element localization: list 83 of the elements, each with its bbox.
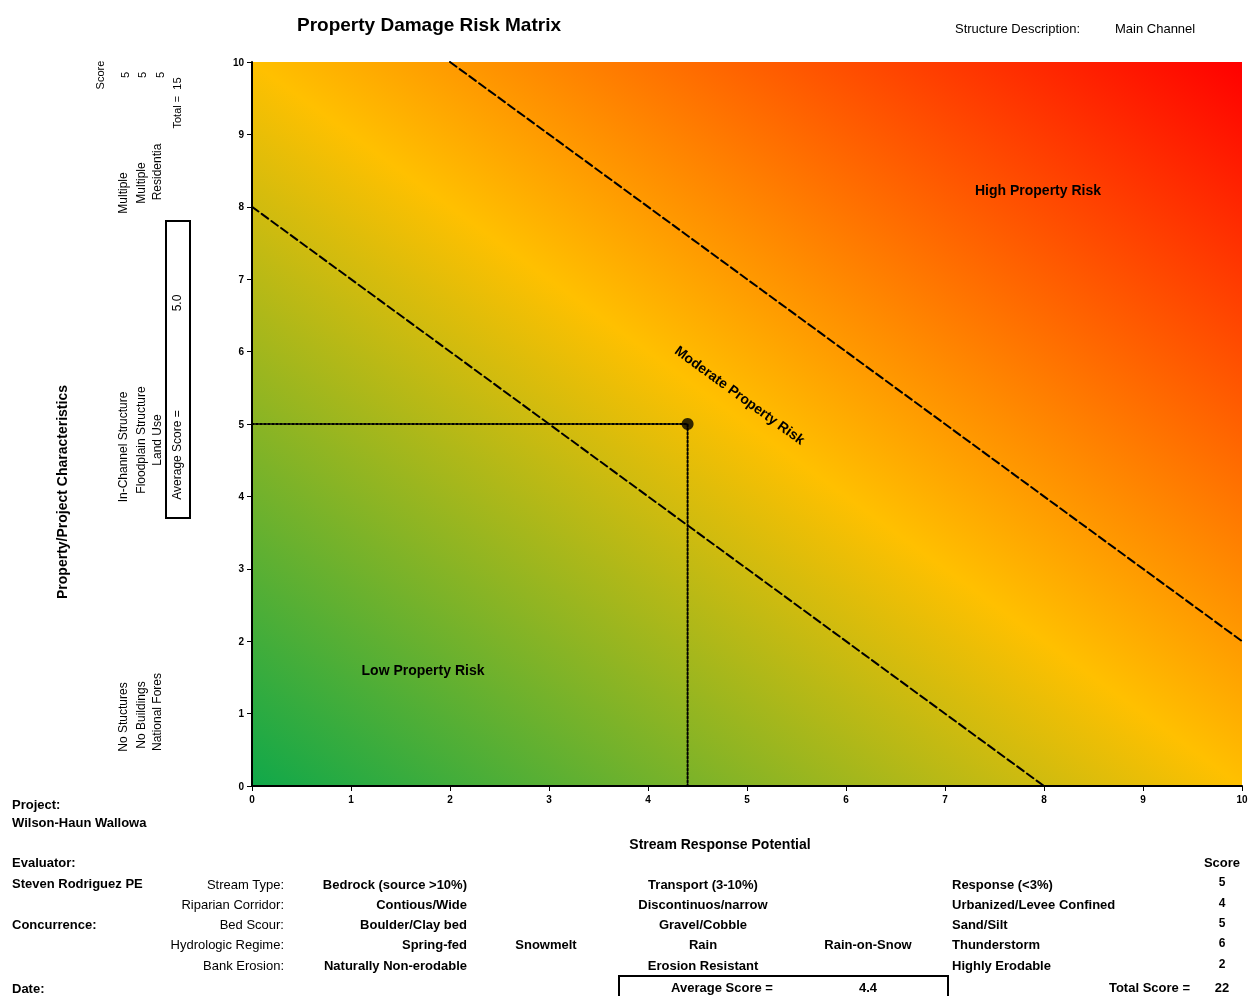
text: Bedrock (source >10%) (322, 876, 467, 892)
y-tick-label: 2 (238, 635, 245, 647)
y-tick-label: 7 (238, 273, 245, 285)
text: Multiple (134, 162, 148, 204)
text: Rain (688, 936, 718, 952)
text: Date: (12, 980, 45, 996)
text: In-Channel Structure (116, 391, 130, 503)
text: 6 (1218, 936, 1226, 950)
y-tick-label: 1 (238, 708, 245, 720)
x-tick-label: 7 (942, 793, 949, 805)
y-tick-label: 3 (238, 563, 245, 575)
text: 5 (154, 71, 166, 79)
y-tick-label: 5 (238, 418, 245, 430)
text: Multiple (116, 172, 130, 214)
text: No Buildings (134, 681, 148, 749)
text: Average Score = (671, 979, 774, 995)
x-tick-label: 9 (1140, 793, 1147, 805)
text: Gravel/Cobble (658, 916, 748, 932)
text: Residentia (150, 143, 164, 201)
text: National Fores (150, 672, 164, 752)
text: Response (<3%) (952, 876, 1053, 892)
y-tick-label: 0 (238, 780, 245, 792)
text: 5.0 (170, 294, 184, 312)
annotation: High Property Risk (974, 182, 1102, 198)
text: Highly Erodable (952, 957, 1051, 973)
text: Total = 15 (171, 77, 183, 129)
text: 2 (1218, 957, 1226, 971)
text: Boulder/Clay bed (360, 916, 468, 932)
text: Wilson-Haun Wallowa (12, 814, 148, 830)
text: Property/Project Characteristics (54, 384, 70, 599)
x-tick-label: 3 (546, 793, 553, 805)
text: 5 (1218, 916, 1226, 930)
text: 5 (1218, 875, 1226, 889)
x-tick-label: 6 (843, 793, 850, 805)
x-tick-label: 10 (1236, 793, 1248, 805)
text: Total Score = (1108, 979, 1191, 995)
text: Spring-fed (402, 936, 468, 952)
x-tick-label: 0 (249, 793, 256, 805)
y-tick-label: 9 (238, 128, 245, 140)
y-tick-label: 4 (238, 490, 245, 502)
x-tick-label: 2 (447, 793, 454, 805)
text: Land Use (150, 413, 164, 466)
text: Bed Scour: (219, 916, 284, 932)
y-tick-label: 8 (238, 201, 245, 213)
text: Transport (3-10%) (648, 876, 758, 892)
text: 5 (119, 71, 131, 79)
text: Rain-on-Snow (824, 936, 913, 952)
text: Contious/Wide (376, 896, 467, 912)
text: Floodplain Structure (134, 385, 148, 494)
x-tick-label: 4 (645, 793, 652, 805)
text: Average Score = (170, 410, 184, 500)
text: Sand/Silt (952, 916, 1009, 932)
text: Discontinuos/narrow (638, 896, 769, 912)
text: Bank Erosion: (203, 957, 284, 973)
text: Snowmelt (515, 936, 578, 952)
text: Project: (12, 796, 61, 812)
text: Steven Rodriguez PE (12, 875, 144, 891)
text: Concurrence: (12, 916, 97, 932)
text: Naturally Non-erodable (323, 957, 467, 973)
text: 22 (1214, 979, 1230, 995)
y-tick-label: 6 (238, 346, 245, 358)
text: 4 (1218, 896, 1226, 910)
text: Score (94, 60, 106, 90)
text: Urbanized/Levee Confined (952, 896, 1116, 912)
text: Riparian Corridor: (181, 896, 284, 912)
text: No Stuctures (116, 682, 130, 752)
annotation: Low Property Risk (361, 662, 485, 678)
x-tick-label: 5 (744, 793, 751, 805)
text: Stream Type: (206, 876, 284, 892)
text: Score (1203, 854, 1241, 870)
x-tick-label: 1 (348, 793, 355, 805)
text: Erosion Resistant (647, 957, 759, 973)
text: Hydrologic Regime: (170, 936, 284, 952)
text: Evaluator: (12, 854, 76, 870)
text: Main Channel (1115, 20, 1196, 36)
text: Structure Description: (955, 20, 1080, 36)
y-tick-label: 10 (232, 56, 245, 68)
x-tick-label: 8 (1041, 793, 1048, 805)
text: 4.4 (858, 979, 878, 995)
x-axis-title: Stream Response Potential (629, 836, 811, 852)
text: 5 (136, 71, 148, 79)
text: Thunderstorm (952, 936, 1041, 952)
chart-title: Property Damage Risk Matrix (297, 14, 562, 35)
